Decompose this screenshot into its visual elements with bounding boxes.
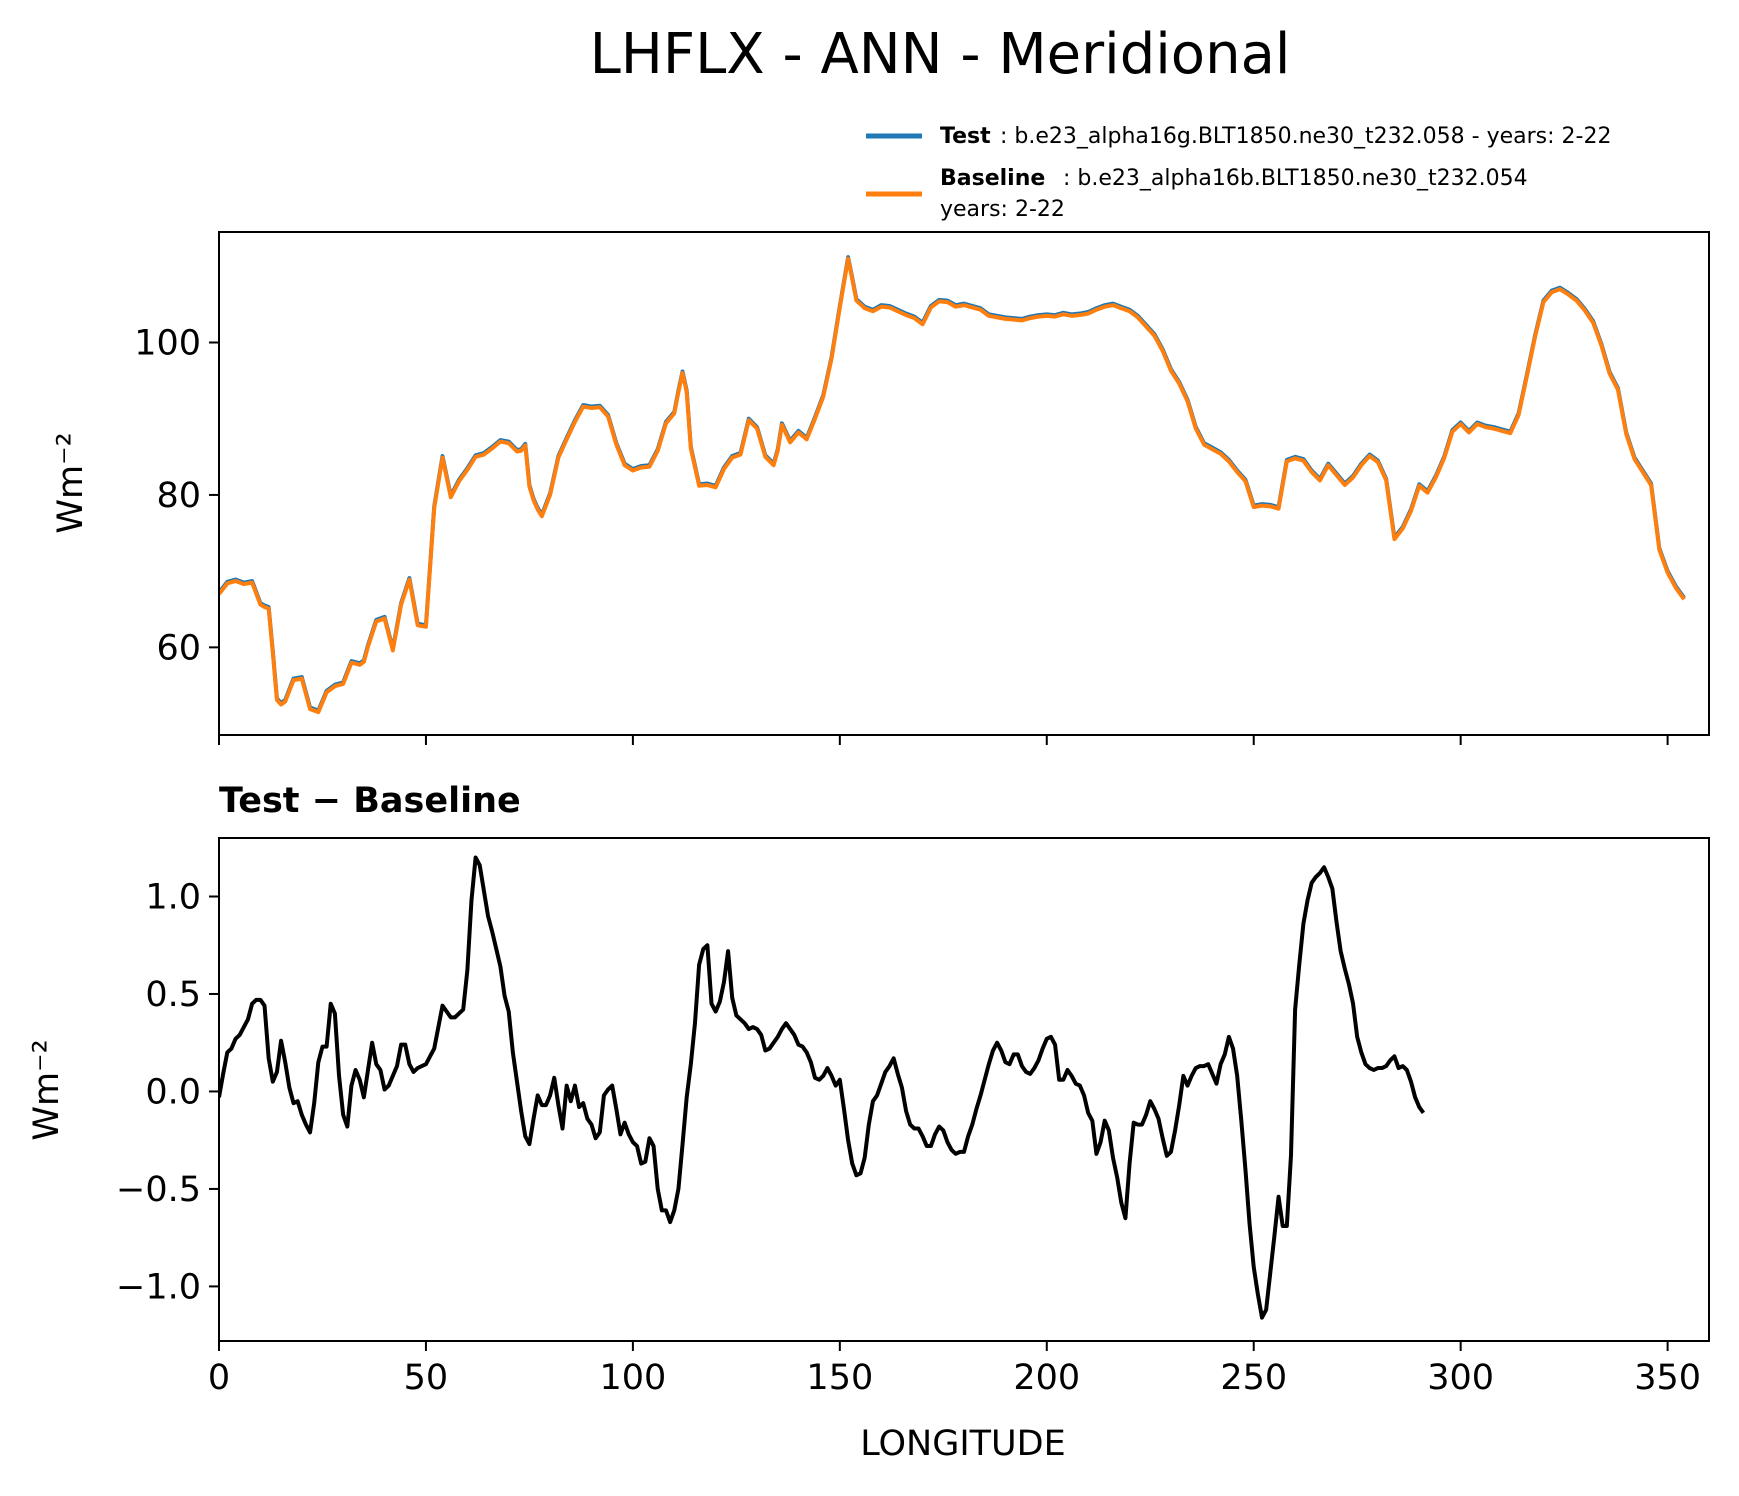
bottom-xtick-label: 50 <box>404 1358 449 1398</box>
top-series-group <box>219 255 1686 715</box>
bottom-yticks: −1.0 −0.5 0.0 0.5 1.0 <box>116 877 219 1307</box>
bottom-xticks: 0 50 100 150 200 250 300 350 <box>208 1341 1701 1398</box>
top-plot: 60 80 100 Wm⁻² <box>51 231 1710 745</box>
bottom-ytick-label: 1.0 <box>145 877 201 917</box>
legend-test-desc: : b.e23_alpha16g.BLT1850.ne30_t232.058 -… <box>1000 124 1611 149</box>
top-ylabel: Wm⁻² <box>51 432 91 533</box>
bottom-xtick-label: 0 <box>208 1358 230 1398</box>
bottom-xtick-label: 300 <box>1427 1358 1494 1398</box>
top-series-line-baseline <box>219 256 1686 715</box>
bottom-xtick-label: 200 <box>1013 1358 1080 1398</box>
bottom-ylabel: Wm⁻² <box>27 1039 67 1140</box>
bottom-ytick-label: −1.0 <box>116 1267 201 1307</box>
top-yticks: 60 80 100 <box>134 324 219 668</box>
bottom-ytick-label: 0.0 <box>145 1072 201 1112</box>
bottom-xtick-label: 250 <box>1220 1358 1287 1398</box>
bottom-xtick-label: 350 <box>1634 1358 1701 1398</box>
bottom-plot-title: Test − Baseline <box>219 781 521 821</box>
bottom-series-group <box>219 855 1426 1320</box>
bottom-ytick-label: 0.5 <box>145 975 201 1015</box>
top-plot-frame <box>218 231 1710 736</box>
top-ytick-label: 100 <box>134 324 201 364</box>
legend-baseline-desc2: years: 2-22 <box>940 197 1065 222</box>
bottom-plot: Test − Baseline 0 50 100 150 200 250 300 350 −1… <box>27 781 1710 1464</box>
figure-title: LHFLX - ANN - Meridional <box>590 22 1291 87</box>
bottom-ytick-label: −0.5 <box>116 1170 201 1210</box>
legend-baseline-desc: : b.e23_alpha16b.BLT1850.ne30_t232.054 <box>1063 166 1528 191</box>
legend-test-label: Test <box>940 124 991 149</box>
legend-baseline-label: Baseline <box>940 166 1045 191</box>
legend: Test : b.e23_alpha16g.BLT1850.ne30_t232.… <box>866 124 1611 222</box>
bottom-xtick-label: 150 <box>806 1358 873 1398</box>
top-ytick-label: 60 <box>156 628 201 668</box>
x-axis-label: LONGITUDE <box>860 1424 1066 1464</box>
bottom-xtick-label: 100 <box>599 1358 666 1398</box>
bottom-plot-frame <box>218 837 1710 1342</box>
top-xticks <box>218 735 1669 745</box>
top-ytick-label: 80 <box>156 476 201 516</box>
bottom-series-line-test-baseline <box>219 855 1426 1320</box>
